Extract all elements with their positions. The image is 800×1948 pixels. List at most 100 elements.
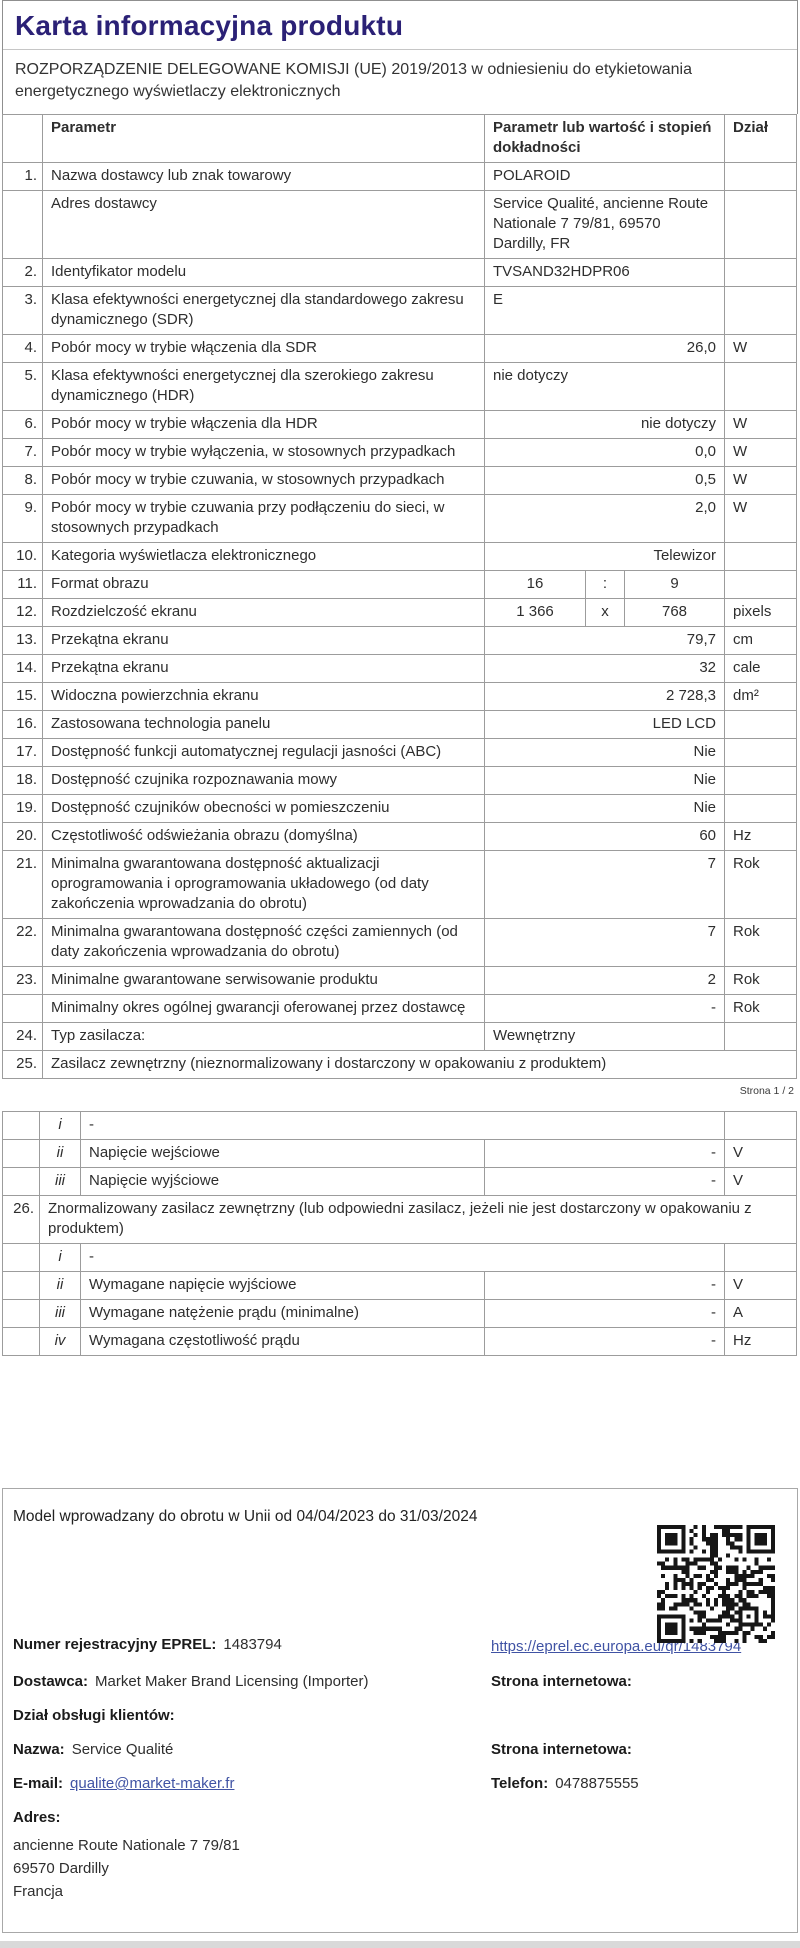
unit-cell	[724, 190, 797, 259]
row-number-cell: 25.	[2, 1050, 43, 1079]
param-cell: Kategoria wyświetlacza elektronicznego	[42, 542, 485, 571]
row-number-cell: 26.	[2, 1195, 40, 1244]
unit-cell: Rok	[724, 994, 797, 1023]
roman-numeral-cell: ii	[39, 1139, 81, 1168]
param-cell: Typ zasilacza:	[42, 1022, 485, 1051]
table-row: 3. Klasa efektywności energetycznej dla s…	[2, 286, 797, 335]
header-param-cell: Parametr	[42, 114, 485, 163]
row-number-cell: 16.	[2, 710, 43, 739]
param-cell: -	[80, 1111, 725, 1140]
row-number-cell: 5.	[2, 362, 43, 411]
parameters-table-wrap: Parametr Parametr lub wartość i stopień …	[2, 114, 798, 1079]
row-number-cell: 21.	[2, 850, 43, 919]
value-part-1: 16	[526, 575, 544, 592]
value-cell: 2 728,3	[484, 682, 725, 711]
value-separator: x	[585, 599, 625, 626]
parameters-table: Parametr Parametr lub wartość i stopień …	[2, 114, 797, 1079]
table-row: iii Wymagane natężenie prądu (minimalne) -…	[2, 1299, 797, 1328]
section-title-cell: Znormalizowany zasilacz zewnętrzny (lub …	[39, 1195, 797, 1244]
table-row: 17. Dostępność funkcji automatycznej regu…	[2, 738, 797, 767]
value-cell: Nie	[484, 738, 725, 767]
row-number-cell: 11.	[2, 570, 43, 599]
header-value-cell: Parametr lub wartość i stopień dokładnoś…	[484, 114, 725, 163]
roman-numeral-cell: i	[39, 1111, 81, 1140]
supplier-label: Dostawca:	[13, 1673, 89, 1690]
value-part-2: 9	[670, 575, 679, 592]
table-row: 1. Nazwa dostawcy lub znak towarowy POLARO…	[2, 162, 797, 191]
unit-cell: W	[724, 410, 797, 439]
row-number-cell: 4.	[2, 334, 43, 363]
table-row: 2. Identyfikator modelu TVSAND32HDPR06	[2, 258, 797, 287]
unit-cell	[724, 1111, 797, 1140]
value-cell: Telewizor	[484, 542, 725, 571]
unit-cell: cale	[724, 654, 797, 683]
table-row: 13. Przekątna ekranu 79,7 cm	[2, 626, 797, 655]
param-cell: Nazwa dostawcy lub znak towarowy	[42, 162, 485, 191]
table-row: 6. Pobór mocy w trybie włączenia dla HDR n…	[2, 410, 797, 439]
param-cell: Częstotliwość odświeżania obrazu (domyśl…	[42, 822, 485, 851]
row-number-cell	[2, 190, 43, 259]
table-row: i-	[2, 1111, 797, 1140]
row-number-cell: 6.	[2, 410, 43, 439]
param-cell: Dostępność czujników obecności w pomiesz…	[42, 794, 485, 823]
title-divider	[3, 49, 797, 50]
value-cell: 7	[484, 918, 725, 967]
row-number-cell: 1.	[2, 162, 43, 191]
row-number-cell	[2, 1271, 40, 1300]
value-cell: 1 366 x 768	[484, 598, 725, 627]
unit-cell	[724, 738, 797, 767]
address-line-3: Francja	[13, 1883, 64, 1900]
param-cell: Pobór mocy w trybie włączenia dla SDR	[42, 334, 485, 363]
value-cell: nie dotyczy	[484, 410, 725, 439]
value-cell: 7	[484, 850, 725, 919]
table-row: 18. Dostępność czujnika rozpoznawania mow…	[2, 766, 797, 795]
table-row: 14. Przekątna ekranu 32 cale	[2, 654, 797, 683]
table-row: 7. Pobór mocy w trybie wyłączenia, w stos…	[2, 438, 797, 467]
unit-cell: pixels	[724, 598, 797, 627]
row-number-cell: 18.	[2, 766, 43, 795]
row-number-cell: 10.	[2, 542, 43, 571]
table-header-row: Parametr Parametr lub wartość i stopień …	[2, 114, 797, 163]
value-cell: Service Qualité, ancienne Route National…	[484, 190, 725, 259]
address-line-1: ancienne Route Nationale 7 79/81	[13, 1837, 240, 1854]
value-cell: TVSAND32HDPR06	[484, 258, 725, 287]
value-part-1: 1 366	[516, 603, 554, 620]
phone-label: Telefon:	[491, 1775, 549, 1792]
unit-cell	[724, 766, 797, 795]
unit-cell: V	[724, 1271, 797, 1300]
param-cell: Klasa efektywności energetycznej dla sta…	[42, 286, 485, 335]
table-row: i-	[2, 1243, 797, 1272]
page-title: Karta informacyjna produktu	[15, 10, 404, 41]
row-number-cell: 14.	[2, 654, 43, 683]
param-cell: Rozdzielczość ekranu	[42, 598, 485, 627]
value-cell: 2,0	[484, 494, 725, 543]
param-cell: Zasilacz zewnętrzny (nieznormalizowany i…	[42, 1050, 797, 1079]
email-row: E-mail: qualite@market-maker.fr Telefon: 0…	[13, 1774, 785, 1794]
param-cell: Identyfikator modelu	[42, 258, 485, 287]
email-link[interactable]: qualite@market-maker.fr	[70, 1775, 235, 1792]
unit-cell	[724, 258, 797, 287]
param-cell: Pobór mocy w trybie czuwania, w stosowny…	[42, 466, 485, 495]
param-cell: Minimalna gwarantowana dostępność aktual…	[42, 850, 485, 919]
eprel-number-value: 1483794	[223, 1636, 282, 1653]
unit-cell	[724, 570, 797, 599]
regulation-subtitle: ROZPORZĄDZENIE DELEGOWANE KOMISJI (UE) 2…	[15, 61, 692, 100]
address-line-2: 69570 Dardilly	[13, 1860, 109, 1877]
table-row: 19. Dostępność czujników obecności w pomi…	[2, 794, 797, 823]
value-separator: :	[585, 571, 625, 598]
row-number-cell	[2, 1299, 40, 1328]
name-row: Nazwa: Service Qualité Strona internetowa…	[13, 1740, 785, 1760]
value-cell: -	[484, 1327, 725, 1356]
roman-numeral-cell: i	[39, 1243, 81, 1272]
row-number-cell: 7.	[2, 438, 43, 467]
unit-cell: W	[724, 438, 797, 467]
param-cell: Wymagana częstotliwość prądu	[80, 1327, 485, 1356]
param-cell: Napięcie wejściowe	[80, 1139, 485, 1168]
value-cell: 26,0	[484, 334, 725, 363]
row-number-cell	[2, 1139, 40, 1168]
unit-cell: Hz	[724, 1327, 797, 1356]
roman-numeral-cell: iii	[39, 1299, 81, 1328]
row-number-cell	[2, 1111, 40, 1140]
table-row: 12. Rozdzielczość ekranu 1 366 x 768 pixels	[2, 598, 797, 627]
